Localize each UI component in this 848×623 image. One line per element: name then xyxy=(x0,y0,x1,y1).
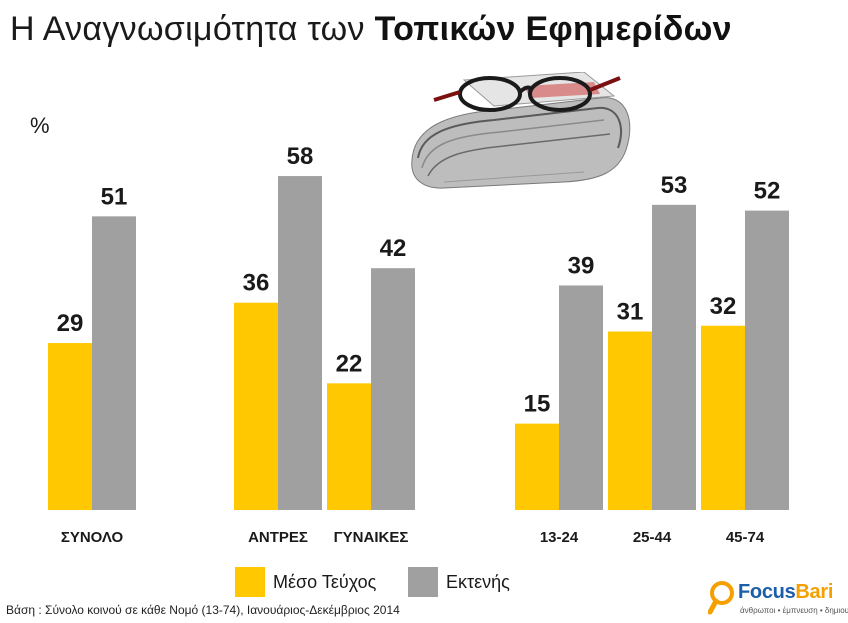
data-label-2-1: 58 xyxy=(287,143,314,170)
logo-brand-b: Bari xyxy=(795,581,834,603)
data-label-2-4: 53 xyxy=(661,172,688,199)
category-label-4: 25-44 xyxy=(633,529,672,546)
data-label-2-5: 52 xyxy=(754,178,781,205)
legend-item-series-2: Εκτενής xyxy=(408,567,510,597)
chart-title: Η Αναγνωσιμότητα των Τοπικών Εφημερίδων xyxy=(10,10,732,49)
bar-2-0 xyxy=(92,216,136,510)
logo-tagline: άνθρωποι • έμπνευση • δημιουργία xyxy=(740,606,848,615)
bar-2-1 xyxy=(278,176,322,510)
data-label-2-0: 51 xyxy=(101,183,128,210)
y-axis-label: % xyxy=(30,113,50,138)
bar-1-1 xyxy=(234,302,278,510)
bar-1-2 xyxy=(327,383,371,510)
legend-label-series-2: Εκτενής xyxy=(446,571,510,592)
bar-1-4 xyxy=(608,331,652,510)
data-label-1-4: 31 xyxy=(617,299,644,326)
logo-brand-a: Focus xyxy=(738,581,796,603)
category-label-1: ΑΝΤΡΕΣ xyxy=(248,529,308,546)
newspaper-with-glasses-icon xyxy=(411,72,631,189)
category-label-0: ΣΥΝΟΛΟ xyxy=(61,529,124,546)
bar-2-3 xyxy=(559,285,603,510)
bars-layer: 29 51 ΣΥΝΟΛΟ 36 58 ΑΝΤΡΕΣ 22 42 ΓΥΝΑΙΚΕΣ 15 39 13-2… xyxy=(48,143,789,546)
title-bold: Τοπικών Εφημερίδων xyxy=(374,10,732,48)
data-label-1-3: 15 xyxy=(524,391,551,418)
logo: FocusBari άνθρωποι • έμπνευση • δημιουργ… xyxy=(708,580,848,623)
legend-label-series-1: Μέσο Τεύχος xyxy=(273,571,377,592)
data-label-1-5: 32 xyxy=(710,293,737,320)
bar-1-3 xyxy=(515,423,559,510)
category-label-2: ΓΥΝΑΙΚΕΣ xyxy=(334,529,409,546)
data-label-1-1: 36 xyxy=(243,270,270,297)
bar-1-0 xyxy=(48,343,92,510)
legend-swatch-series-1 xyxy=(235,567,265,597)
data-label-2-2: 42 xyxy=(380,235,407,262)
footnote: Βάση : Σύνολο κοινού σε κάθε Νομό (13-74… xyxy=(6,603,400,617)
data-label-1-2: 22 xyxy=(336,350,363,377)
category-label-3: 13-24 xyxy=(540,529,579,546)
magnifier-icon xyxy=(708,581,734,615)
bar-2-2 xyxy=(371,268,415,510)
data-label-1-0: 29 xyxy=(57,310,84,337)
data-label-2-3: 39 xyxy=(568,252,595,279)
logo-brand: FocusBari xyxy=(738,581,833,604)
bar-2-5 xyxy=(745,210,789,510)
title-regular: Η Αναγνωσιμότητα των xyxy=(10,10,365,48)
legend-swatch-series-2 xyxy=(408,567,438,597)
category-label-5: 45-74 xyxy=(726,529,765,546)
bar-1-5 xyxy=(701,325,745,510)
legend-item-series-1: Μέσο Τεύχος xyxy=(235,567,376,597)
bar-2-4 xyxy=(652,204,696,510)
